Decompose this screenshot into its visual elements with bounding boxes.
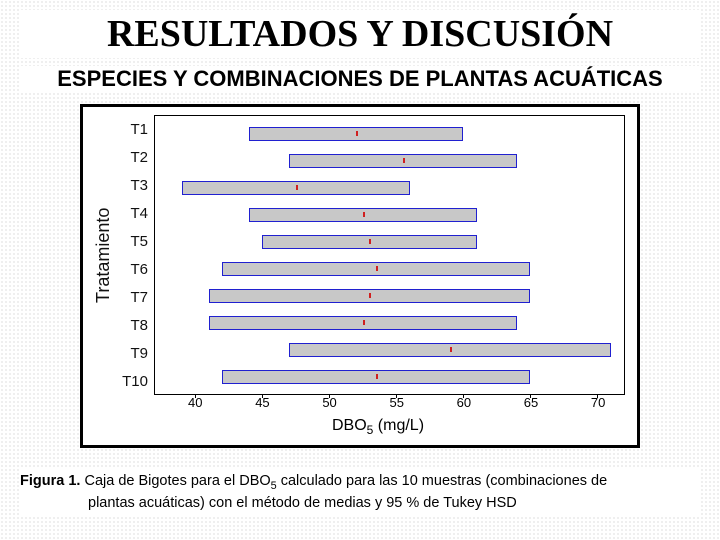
chart-body: Tratamiento T1 T2 T3 T4 T5 T6 T7 T8 T9 T10 [91, 115, 625, 395]
x-tick-label: 50 [322, 395, 336, 410]
box-row [155, 232, 624, 252]
box-row [155, 259, 624, 279]
y-tick-label: T7 [114, 289, 148, 306]
chart-frame: Tratamiento T1 T2 T3 T4 T5 T6 T7 T8 T9 T10 40 45 50… [80, 104, 640, 448]
y-axis-label: Tratamiento [91, 115, 114, 395]
caption-text-1: Caja de Bigotes para el DBO [80, 473, 270, 489]
median-mark [376, 374, 378, 379]
median-mark [403, 158, 405, 163]
box-row [155, 367, 624, 387]
x-tick-label: 65 [524, 395, 538, 410]
y-tick-label: T9 [114, 345, 148, 362]
x-tick-label: 40 [188, 395, 202, 410]
caption-text-1b: calculado para las 10 muestras (combinac… [277, 473, 607, 489]
y-tick-label: T3 [114, 177, 148, 194]
median-mark [369, 293, 371, 298]
x-axis-label: DBO5 (mg/L) [131, 417, 625, 437]
y-tick-label: T6 [114, 261, 148, 278]
box-row [155, 178, 624, 198]
x-axis-ticks: 40 45 50 55 60 65 70 [155, 395, 625, 415]
x-tick-label: 60 [457, 395, 471, 410]
x-tick-label: 45 [255, 395, 269, 410]
median-mark [356, 131, 358, 136]
x-tick-label: 70 [591, 395, 605, 410]
figure-number: Figura 1. [20, 473, 80, 489]
median-mark [450, 347, 452, 352]
box-row [155, 151, 624, 171]
median-mark [376, 266, 378, 271]
box-row [155, 340, 624, 360]
y-tick-label: T2 [114, 149, 148, 166]
median-mark [363, 320, 365, 325]
median-mark [369, 239, 371, 244]
x-tick-label: 55 [389, 395, 403, 410]
box-row [155, 124, 624, 144]
y-tick-label: T8 [114, 317, 148, 334]
y-tick-label: T4 [114, 205, 148, 222]
y-axis-categories: T1 T2 T3 T4 T5 T6 T7 T8 T9 T10 [114, 115, 154, 395]
median-mark [363, 212, 365, 217]
box-row [155, 313, 624, 333]
plot-area [154, 115, 625, 395]
y-tick-label: T1 [114, 121, 148, 138]
box-row [155, 205, 624, 225]
y-tick-label: T5 [114, 233, 148, 250]
page-title: RESULTADOS Y DISCUSIÓN [20, 10, 700, 58]
caption-text-2: plantas acuáticas) con el método de medi… [20, 494, 700, 514]
median-mark [296, 185, 298, 190]
page-subtitle: ESPECIES Y COMBINACIONES DE PLANTAS ACUÁ… [20, 66, 700, 92]
box-row [155, 286, 624, 306]
figure-caption: Figura 1. Caja de Bigotes para el DBO5 c… [20, 468, 700, 517]
y-tick-label: T10 [114, 373, 148, 390]
